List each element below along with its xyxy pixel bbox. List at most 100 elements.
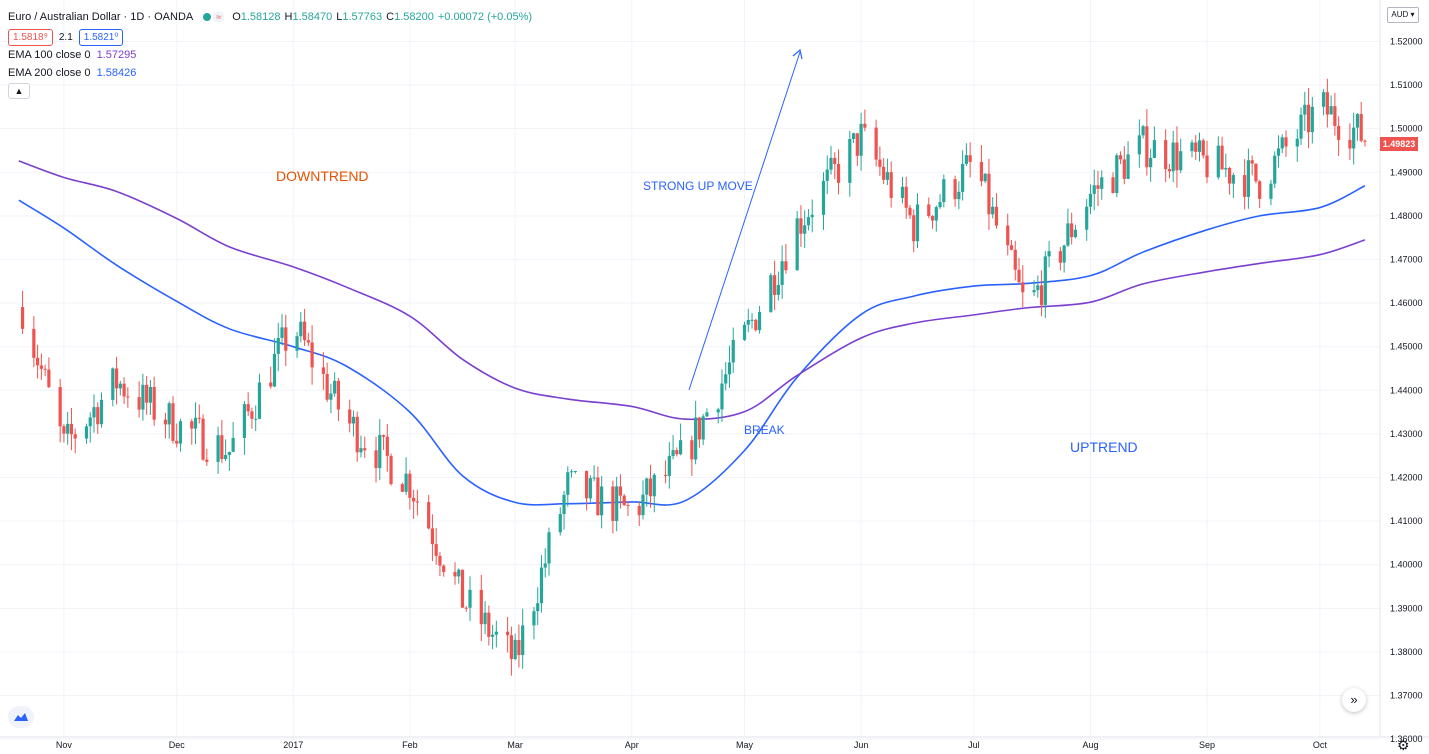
candle [227,451,231,471]
candle-body [799,218,803,234]
candle [1047,241,1051,268]
candle [1299,107,1303,145]
candle [694,400,698,465]
candle-body [803,225,807,234]
candle-body [483,612,487,625]
candle [521,608,525,669]
candle-body [272,353,277,387]
ema-100-legend[interactable]: EMA 100 close 0 1.57295 [8,46,536,64]
candle-body [302,321,307,341]
candle [667,442,671,489]
candle-body [1111,177,1115,194]
candle-body [1039,285,1044,305]
candle-body [1137,135,1141,155]
candle [566,466,570,507]
buy-button[interactable]: 1.5821⁰ [78,28,124,46]
candlestick-series [20,78,1367,676]
candle-body [983,173,987,182]
candle [145,376,149,415]
equals-icon[interactable]: ≈ [213,12,225,22]
candle-body [321,367,325,374]
candle-body [385,436,389,456]
price-tick-label: 1.50000 [1390,124,1423,134]
candle-body [69,423,74,435]
candle-body [1355,114,1360,128]
candle-body [855,133,859,156]
candle-body [1220,145,1224,170]
candle [1269,179,1273,206]
sell-button[interactable]: 1.5818⁹ [8,28,53,46]
candle [205,448,209,466]
candle [938,194,942,209]
candle [1295,129,1299,162]
candle-body [968,155,972,162]
candle-body [942,179,946,203]
candle [675,447,679,457]
ema-200-legend[interactable]: EMA 200 close 0 1.58426 [8,64,536,82]
candle-body [566,472,570,495]
candle [889,161,893,208]
candle-body [1149,157,1153,168]
chart-legend: Euro / Australian Dollar · 1D · OANDA ≈ … [8,8,536,100]
symbol-title[interactable]: Euro / Australian Dollar · 1D · OANDA [8,11,194,23]
candle [1273,151,1277,188]
candle-body [171,403,175,441]
candle-body [32,328,36,358]
candle-body [810,214,814,218]
candle [1363,139,1367,147]
candle-body [878,159,882,167]
candle-body [1197,140,1202,152]
price-tick-label: 1.49000 [1390,167,1423,177]
currency-select[interactable]: AUD ▾ [1387,7,1419,23]
candle-body [1201,140,1205,156]
candle [908,204,912,219]
candle [957,181,961,210]
candle [415,489,419,516]
candle-body [1254,163,1258,182]
candle-body [1269,183,1273,199]
candle [615,476,619,532]
time-tick-label: Mar [507,740,523,750]
candle-body [1310,106,1314,133]
candle [863,109,867,132]
high-value: 1.58470 [292,11,333,23]
candle-body [348,409,352,424]
candle [148,380,153,416]
candle [242,400,247,455]
candle-body [1062,245,1066,263]
candle [374,436,378,483]
candle [111,367,115,407]
candle-body [1036,285,1040,291]
candle-body [829,157,833,170]
candle-body [1047,251,1051,257]
candle [302,308,307,346]
candle [1201,138,1205,159]
open-value: 1.58128 [240,11,281,23]
candle-body [795,218,799,271]
candle [509,626,513,676]
price-axis[interactable]: 1.52000 1.51000 1.50000 1.49000 1.48000 1.470… [1390,36,1423,744]
candle [141,373,145,421]
candle-body [754,319,758,331]
candle-body [118,383,122,389]
scroll-to-realtime-icon[interactable]: » [1342,688,1366,712]
chevron-up-icon[interactable]: ▲ [8,83,30,99]
candle [36,344,40,379]
time-tick-label: Apr [625,740,639,750]
candle [1179,138,1183,174]
candle-body [584,470,589,499]
candle-body [611,486,615,521]
time-axis[interactable]: Nov Dec 2017 Feb Mar Apr May Jun Jul Aug Sep Oct [56,740,1327,750]
candle-body [254,418,258,420]
candle [257,373,262,420]
candle [825,155,829,195]
candle [295,332,299,358]
tradingview-logo-icon[interactable] [8,706,34,728]
gear-icon[interactable]: ⚙ [1397,737,1410,753]
candle-body [1363,140,1367,142]
candle [983,173,987,184]
candle [1039,270,1044,317]
candle [942,174,946,208]
candle-body [596,477,600,516]
